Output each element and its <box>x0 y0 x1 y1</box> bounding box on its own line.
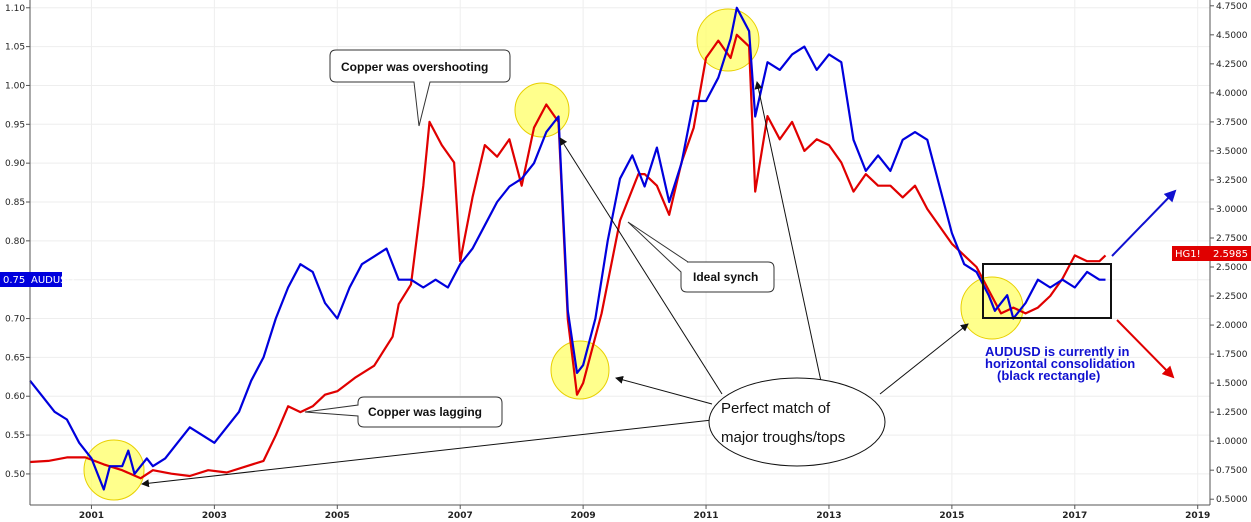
x-tick-label-8: 2017 <box>1062 511 1087 521</box>
left-axis-ticks: 0.50 0.55 0.60 0.65 0.70 0.75 0.80 0.85 0.90 0.95… <box>5 4 30 480</box>
x-tick-label-6: 2013 <box>816 511 841 521</box>
right-axis-tag-value: 2.5985 <box>1213 249 1248 260</box>
right-tick-label-10: 3.0000 <box>1216 205 1248 215</box>
audusd-note-line-3: (black rectangle) <box>997 368 1100 383</box>
right-tick-label-4: 1.5000 <box>1216 379 1248 389</box>
left-axis-tag-name: AUDUSD <box>31 275 75 286</box>
audusd-note-line-2: horizontal consolidation <box>985 356 1135 371</box>
right-tick-label-3: 1.2500 <box>1216 408 1248 418</box>
right-tick-label-13: 3.7500 <box>1216 118 1248 128</box>
callout-lagging: Copper was lagging <box>304 396 503 428</box>
projection-up-arrow <box>1111 189 1177 257</box>
right-tick-label-0: 0.5000 <box>1216 495 1248 505</box>
left-axis-tag-value: 0.75 <box>3 275 25 286</box>
left-tick-label-6: 0.80 <box>5 237 25 247</box>
left-tick-label-9: 0.95 <box>5 120 25 130</box>
left-tick-label-4: 0.70 <box>5 315 25 325</box>
left-tick-label-11: 1.05 <box>5 43 25 53</box>
x-tick-label-3: 2007 <box>448 511 473 521</box>
x-axis-ticks: 2001 2003 2005 2007 2009 2011 2013 2015 2017 2019 <box>79 505 1210 521</box>
audusd-note: AUDUSD is currently in horizontal consol… <box>985 344 1135 383</box>
highlight-2011-top <box>696 8 760 72</box>
arrow-to-2016 <box>879 323 969 395</box>
callout-overshooting-bubble <box>329 49 511 127</box>
series-layer <box>29 6 1107 491</box>
right-tick-label-7: 2.2500 <box>1216 292 1248 302</box>
left-tick-label-2: 0.60 <box>5 392 25 402</box>
callout-lagging-text: Copper was lagging <box>368 405 482 419</box>
series-line-hg1 <box>29 33 1107 480</box>
series-line-audusd <box>29 6 1106 491</box>
left-tick-label-1: 0.55 <box>5 431 25 441</box>
right-axis-tag-box <box>1172 246 1251 261</box>
x-tick-label-4: 2009 <box>571 511 596 521</box>
match-arrows <box>141 81 969 488</box>
highlight-2001-trough <box>83 439 145 501</box>
plot-area <box>30 0 1210 505</box>
callout-lagging-bubble <box>304 396 503 428</box>
callout-ideal-synch: Ideal synch <box>627 221 775 293</box>
consolidation-rectangle <box>982 263 1112 319</box>
arrow-to-2008 <box>559 137 723 395</box>
callout-ideal-synch-text: Ideal synch <box>693 270 758 284</box>
callout-overshooting: Copper was overshooting <box>329 49 511 127</box>
arrow-to-2001 <box>141 419 713 488</box>
right-axis-tag: HG1! 2.5985 <box>1172 246 1251 261</box>
left-tick-label-8: 0.90 <box>5 159 25 169</box>
x-tick-label-5: 2011 <box>694 511 719 521</box>
right-tick-label-14: 4.0000 <box>1216 89 1248 99</box>
left-tick-label-7: 0.85 <box>5 198 25 208</box>
projection-down-arrow <box>1116 319 1175 379</box>
x-tick-label-2: 2005 <box>325 511 350 521</box>
perfect-match-line-1: Perfect match of <box>721 400 831 417</box>
x-tick-label-9: 2019 <box>1185 511 1210 521</box>
audusd-note-line-1: AUDUSD is currently in <box>985 344 1130 359</box>
x-tick-label-0: 2001 <box>79 511 104 521</box>
arrow-to-2011 <box>754 81 823 387</box>
left-tick-label-3: 0.65 <box>5 353 25 363</box>
right-tick-label-8: 2.5000 <box>1216 263 1248 273</box>
arrow-to-2009 <box>615 375 713 405</box>
left-tick-label-12: 1.10 <box>5 4 25 14</box>
right-tick-label-1: 0.7500 <box>1216 466 1248 476</box>
right-tick-label-12: 3.5000 <box>1216 147 1248 157</box>
callout-ideal-synch-bubble <box>627 221 775 293</box>
grid <box>30 0 1210 505</box>
right-tick-label-6: 2.0000 <box>1216 321 1248 331</box>
right-axis-ticks: 0.5000 0.7500 1.0000 1.2500 1.5000 1.7500 2.00… <box>1210 2 1248 505</box>
left-tick-label-0: 0.50 <box>5 470 25 480</box>
callout-overshooting-text: Copper was overshooting <box>341 60 488 74</box>
x-tick-label-1: 2003 <box>202 511 227 521</box>
left-tick-label-10: 1.00 <box>5 81 25 91</box>
right-tick-label-2: 1.0000 <box>1216 437 1248 447</box>
x-tick-label-7: 2015 <box>939 511 964 521</box>
right-tick-label-5: 1.7500 <box>1216 350 1248 360</box>
perfect-match-line-2: major troughs/tops <box>721 429 845 446</box>
right-tick-label-16: 4.5000 <box>1216 31 1248 41</box>
left-axis-tag: 0.75 AUDUSD <box>0 272 75 287</box>
highlight-2008-top <box>514 82 570 138</box>
perfect-match-ellipse-shape <box>708 377 886 467</box>
right-tick-label-17: 4.7500 <box>1216 2 1248 12</box>
right-tick-label-11: 3.2500 <box>1216 176 1248 186</box>
perfect-match-ellipse: Perfect match of major troughs/tops <box>708 377 886 467</box>
left-axis-tag-box <box>0 272 62 287</box>
right-axis-tag-name: HG1! <box>1175 249 1201 260</box>
right-tick-label-9: 2.7500 <box>1216 234 1248 244</box>
right-tick-label-15: 4.2500 <box>1216 60 1248 70</box>
